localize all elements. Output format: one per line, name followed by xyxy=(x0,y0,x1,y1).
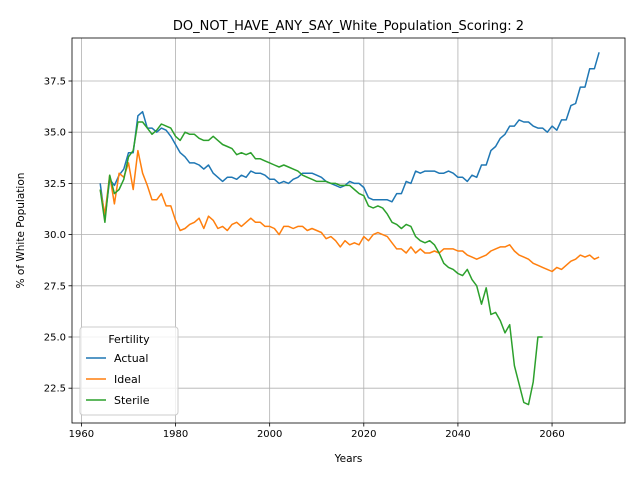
chart-title: DO_NOT_HAVE_ANY_SAY_White_Population_Sco… xyxy=(173,19,524,34)
x-tick-label: 2060 xyxy=(539,429,564,440)
y-axis-ticks: 22.5 25.0 27.5 30.0 32.5 35.0 37.5 xyxy=(44,77,72,395)
y-tick-label: 25.0 xyxy=(44,332,66,343)
x-axis-ticks: 1960 1980 2000 2020 2040 2060 xyxy=(69,423,565,440)
legend-label-ideal: Ideal xyxy=(114,373,141,386)
y-axis-label: % of White Population xyxy=(15,173,27,289)
series-line-ideal xyxy=(99,149,600,273)
x-tick-label: 1960 xyxy=(69,429,94,440)
x-tick-label: 2000 xyxy=(257,429,282,440)
series-lines xyxy=(99,52,600,406)
y-tick-label: 35.0 xyxy=(44,128,66,139)
legend-title: Fertility xyxy=(108,333,150,346)
series-line-sterile xyxy=(99,121,543,406)
y-tick-label: 37.5 xyxy=(44,77,66,88)
legend-entries: Actual Ideal Sterile xyxy=(86,352,150,407)
y-tick-label: 22.5 xyxy=(44,384,66,395)
legend-label-actual: Actual xyxy=(114,352,148,365)
x-tick-label: 1980 xyxy=(163,429,188,440)
legend-label-sterile: Sterile xyxy=(114,394,150,407)
y-tick-label: 27.5 xyxy=(44,281,66,292)
y-tick-label: 32.5 xyxy=(44,179,66,190)
plot-area-frame xyxy=(71,37,626,424)
legend-box xyxy=(79,326,179,416)
x-axis-label: Years xyxy=(334,453,363,465)
x-tick-label: 2020 xyxy=(351,429,376,440)
legend: Fertility Actual Ideal Sterile xyxy=(79,326,179,416)
series-line-actual xyxy=(99,52,600,219)
x-tick-label: 2040 xyxy=(445,429,470,440)
y-tick-label: 30.0 xyxy=(44,230,66,241)
